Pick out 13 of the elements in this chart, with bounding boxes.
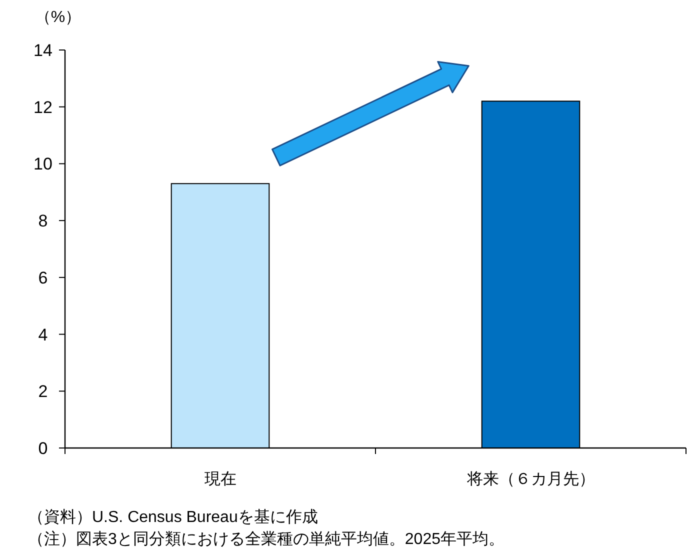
y-tick-label: 2 bbox=[38, 382, 48, 402]
y-tick-label: 10 bbox=[34, 154, 52, 174]
text: （資料）U.S. Census Bureauを基に作成 bbox=[28, 508, 318, 526]
y-tick-label: 8 bbox=[38, 212, 48, 231]
y-tick-label: 4 bbox=[38, 325, 48, 344]
y-axis-title: （%） bbox=[34, 9, 82, 26]
y-tick-label: 14 bbox=[34, 41, 52, 60]
x-tick-label: 将来（６カ月先） bbox=[466, 470, 595, 488]
y-tick-label: 12 bbox=[34, 98, 52, 117]
y-tick-label: 0 bbox=[38, 439, 48, 458]
text: （注）図表3と同分類における全業種の単純平均値。2025年平均。 bbox=[28, 530, 504, 548]
x-tick-label: 現在 bbox=[204, 471, 236, 488]
y-tick-label: 6 bbox=[38, 268, 48, 288]
